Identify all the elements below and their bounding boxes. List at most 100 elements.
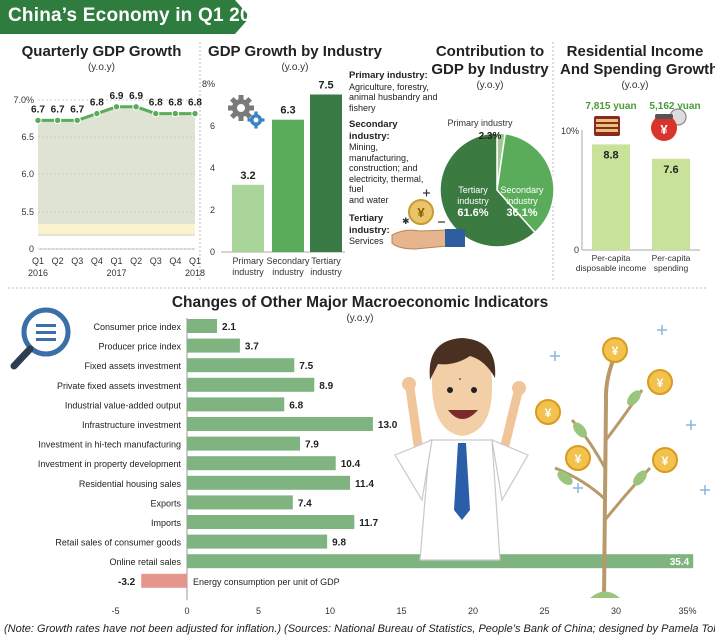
gdp-industry-chart: 8%64203.2Primaryindustry6.3Secondaryindu… [202, 79, 345, 277]
svg-text:¥: ¥ [545, 406, 552, 420]
macro-value-label: 3.7 [245, 342, 259, 353]
macro-value-label: 7.5 [299, 361, 313, 372]
income-amount-label: 7,815 yuan [585, 101, 636, 112]
gdp-industry-subtitle: (y.o.y) [281, 62, 309, 73]
macro-value-label: 10.4 [341, 459, 361, 470]
contribution-pie-chart: Primary industry2.3%Secondaryindustry36.… [439, 118, 555, 248]
industry-bar [310, 94, 342, 252]
industry-ytick-label: 2 [210, 205, 215, 215]
macro-bar [187, 319, 218, 333]
pie-label-secondary-name-1: Secondary [500, 185, 544, 195]
industry-legend: Primary industry: Agriculture, forestry,… [349, 70, 439, 247]
pie-label-tertiary-name-2: industry [457, 196, 489, 206]
legend-primary-desc-1: Agriculture, forestry, [349, 81, 429, 92]
macro-value-label: 13.0 [378, 420, 398, 431]
macro-value-label: 35.4 [670, 557, 690, 568]
svg-text:✱: ✱ [402, 216, 410, 226]
macro-category-label: Exports [150, 498, 181, 508]
legend-primary: Primary industry: Agriculture, forestry,… [349, 70, 439, 113]
macro-category-label: Fixed assets investment [84, 361, 181, 371]
macro-category-label: Online retail sales [109, 557, 181, 567]
legend-tertiary-desc-1: Services [349, 236, 384, 246]
pie-label-tertiary-value: 61.6% [457, 207, 488, 219]
gdp-point [73, 116, 81, 125]
macro-value-label: 2.1 [222, 322, 236, 333]
gdp-value-label: 6.8 [168, 98, 182, 109]
gear-icon [228, 95, 265, 129]
macro-value-label: 6.8 [289, 400, 303, 411]
gdp-xtick-label: Q2 [130, 256, 142, 266]
page-title: China’s Economy in Q1 2018 [8, 5, 273, 26]
legend-primary-name: Primary industry: [349, 70, 428, 81]
gdp-ytick-label: 6.5 [21, 132, 34, 142]
contribution-title-1: Contribution to [435, 43, 545, 60]
svg-text:¥: ¥ [657, 376, 664, 390]
macro-xtick-label: 10 [325, 606, 335, 616]
gdp-ytick-label: 0 [29, 244, 34, 254]
gdp-value-label: 6.8 [188, 98, 202, 109]
man-illustration [394, 338, 529, 561]
income-ytick-label: 10% [561, 126, 579, 136]
macro-category-label: Consumer price index [93, 322, 181, 332]
industry-value-label: 7.5 [318, 80, 333, 92]
macro-xtick-label: 15 [396, 606, 406, 616]
money-tree-illustration: ¥ ¥ ¥ ¥ ¥ [535, 325, 710, 599]
income-value-label: 8.8 [603, 149, 618, 161]
macro-category-label: Investment in hi-tech manufacturing [38, 440, 181, 450]
pie-label-secondary-value: 36.1% [506, 207, 537, 219]
gdp-value-label: 6.9 [129, 91, 143, 102]
macro-bar [187, 515, 355, 529]
gdp-quarterly-title: Quarterly GDP Growth [21, 43, 182, 60]
macro-bar [187, 397, 285, 412]
pie-label-primary-value: 2.3% [479, 131, 502, 142]
macro-xtick-label: 5 [256, 606, 261, 616]
industry-ytick-label: 4 [210, 163, 215, 173]
macro-bar [187, 534, 328, 549]
gdp-xtick-label: Q1 [110, 256, 122, 266]
income-bar [652, 158, 690, 250]
pie-label-secondary-name-2: industry [506, 196, 538, 206]
income-category-label: disposable income [576, 263, 647, 273]
gdp-year-label: 2018 [185, 268, 205, 278]
legend-secondary-name: Secondary industry: [349, 119, 398, 142]
gdp-xtick-label: Q4 [91, 256, 103, 266]
gdp-point [152, 109, 160, 118]
svg-text:¥: ¥ [417, 205, 425, 220]
pie-slice [496, 132, 555, 234]
macro-category-label: Industrial value-added output [65, 400, 182, 410]
macro-xtick-label: 20 [468, 606, 478, 616]
macro-value-label: -3.2 [118, 577, 136, 588]
gdp-xtick-label: Q1 [32, 256, 44, 266]
gdp-value-label: 6.8 [90, 98, 104, 109]
gdp-point [132, 103, 140, 111]
macro-category-label: Infrastructure investment [82, 420, 182, 430]
macro-xtick-label: 35% [678, 606, 696, 616]
industry-bar [272, 119, 304, 252]
industry-value-label: 6.3 [280, 105, 295, 117]
gdp-point [93, 109, 101, 118]
industry-category-label: Primary [233, 256, 264, 266]
gdp-ytick-label: 5.5 [21, 207, 34, 217]
industry-ytick-label: 6 [210, 121, 215, 131]
industry-bar [232, 184, 264, 252]
industry-ytick-label: 0 [210, 247, 215, 257]
legend-tertiary-name-2: industry: [349, 224, 390, 236]
macro-category-label: Retail sales of consumer goods [55, 538, 181, 548]
svg-text:¥: ¥ [660, 122, 668, 137]
gdp-area [38, 106, 195, 236]
legend-primary-desc-3: fishery [349, 102, 376, 113]
macro-chart: -5 0 5 10 15 20 25 30 35% 2.1 Consumer price index… [38, 318, 697, 616]
gdp-year-label: 2016 [28, 268, 48, 278]
macro-title: Changes of Other Major Macroeconomic Ind… [171, 294, 549, 311]
macro-category-label: Residential housing sales [79, 479, 182, 489]
macro-bar [187, 358, 295, 373]
macro-bar [187, 338, 240, 353]
pie-slice [439, 132, 537, 248]
gdp-xtick-label: Q1 [189, 256, 201, 266]
macro-category-label: Producer price index [98, 342, 181, 352]
gdp-value-label: 6.7 [51, 104, 65, 115]
income-bar [592, 144, 630, 250]
macro-bar [141, 573, 187, 588]
industry-value-label: 3.2 [240, 170, 255, 182]
macro-bar [187, 554, 694, 569]
